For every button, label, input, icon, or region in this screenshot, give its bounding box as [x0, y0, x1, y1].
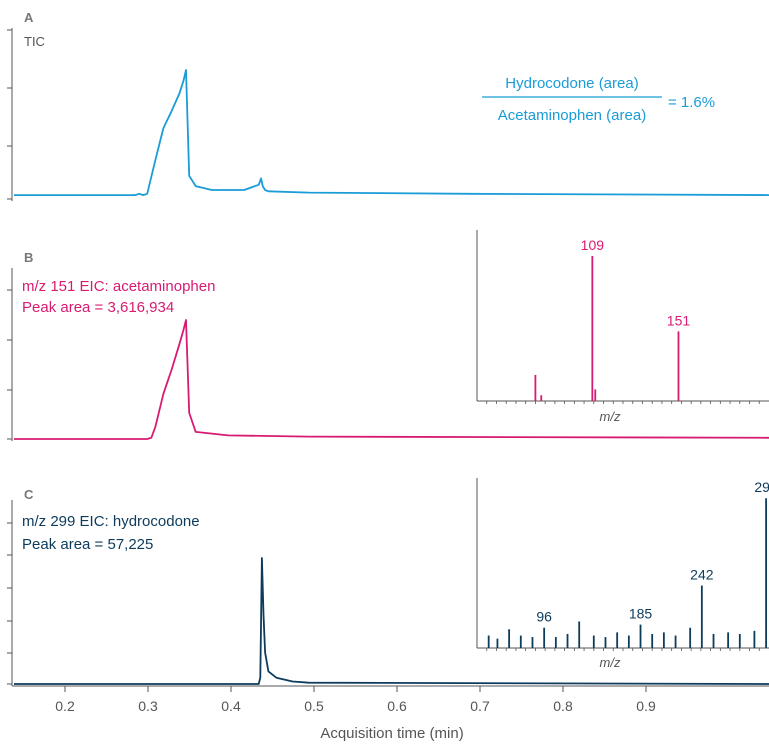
- ratio-denominator: Acetaminophen (area): [498, 107, 646, 124]
- inset-c-peak-label: 242: [690, 567, 714, 583]
- x-axis-label: Acquisition time (min): [320, 725, 463, 742]
- x-axis-tick-label: 0.9: [636, 698, 656, 714]
- x-axis-tick-label: 0.5: [304, 698, 324, 714]
- panel-a-trace: [14, 69, 769, 197]
- ratio-result: = 1.6%: [668, 94, 715, 111]
- x-axis-tick-label: 0.2: [55, 698, 75, 714]
- panel-b-trace: [14, 319, 769, 440]
- panel-b-letter: B: [24, 250, 33, 265]
- inset-b-peak-label: 151: [667, 312, 691, 328]
- x-axis-tick-label: 0.3: [138, 698, 158, 714]
- x-axis-tick-label: 0.6: [387, 698, 407, 714]
- panel-c-series-label: m/z 299 EIC: hydrocodone: [22, 513, 200, 530]
- x-axis-tick-label: 0.8: [553, 698, 573, 714]
- inset-c-peak-label: 299: [754, 479, 769, 495]
- x-axis-tick-label: 0.7: [470, 698, 490, 714]
- panel-a-letter: A: [24, 10, 34, 25]
- panel-c-peak-area: Peak area = 57,225: [22, 536, 153, 553]
- inset-c-peak-label: 96: [536, 609, 552, 625]
- panel-c-trace: [14, 557, 769, 685]
- inset-c-xlabel: m/z: [600, 655, 621, 670]
- panel-a-title: TIC: [24, 34, 45, 49]
- inset-b-xlabel: m/z: [600, 409, 621, 424]
- inset-c-peak-label: 185: [629, 606, 653, 622]
- ratio-numerator: Hydrocodone (area): [505, 75, 638, 92]
- panel-c-letter: C: [24, 487, 34, 502]
- panel-b-peak-area: Peak area = 3,616,934: [22, 299, 174, 316]
- x-axis-tick-label: 0.4: [221, 698, 241, 714]
- inset-b-peak-label: 109: [581, 237, 605, 253]
- panel-b-series-label: m/z 151 EIC: acetaminophen: [22, 278, 215, 295]
